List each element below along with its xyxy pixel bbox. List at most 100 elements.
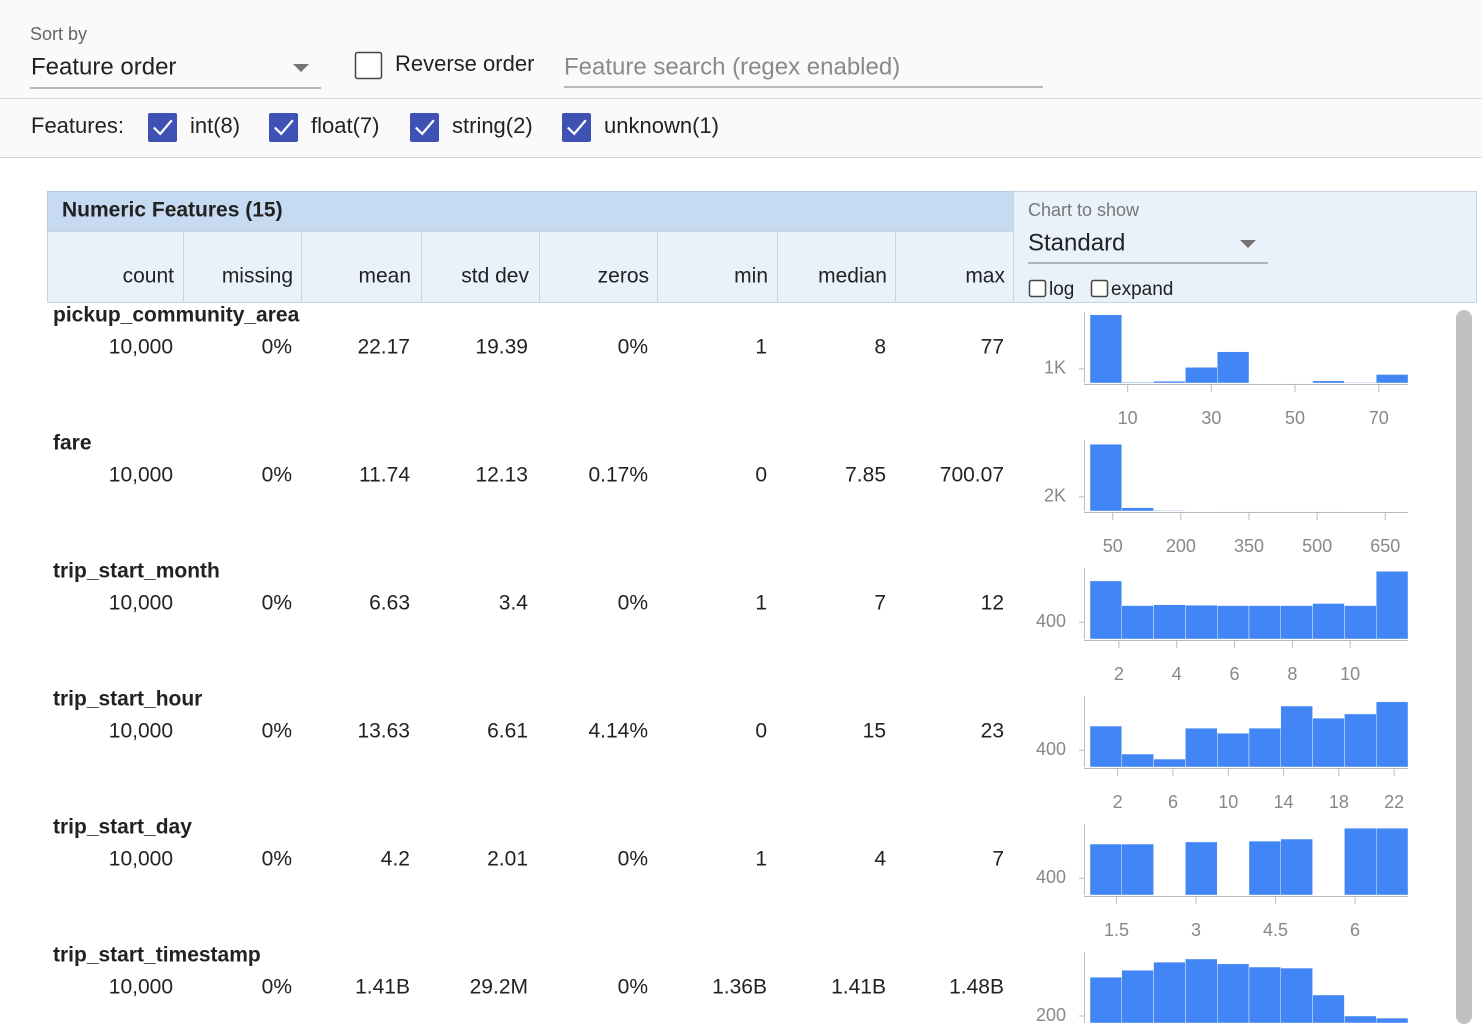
column-header[interactable]: mean bbox=[358, 265, 411, 288]
scrollbar[interactable] bbox=[1456, 310, 1472, 1024]
checkbox[interactable] bbox=[148, 113, 177, 142]
checkmark bbox=[567, 119, 587, 136]
stat-value: 6.63 bbox=[369, 592, 410, 615]
column-header[interactable]: min bbox=[734, 265, 768, 288]
sort-dropdown[interactable]: Feature order bbox=[30, 53, 321, 89]
x-tick-label: 10 bbox=[1218, 792, 1238, 812]
column-header[interactable]: std dev bbox=[461, 265, 529, 288]
x-tick-label: 8 bbox=[1287, 664, 1297, 684]
filter-label[interactable]: string(2) bbox=[452, 113, 533, 138]
histogram-bar bbox=[1375, 374, 1409, 384]
checkmark bbox=[415, 119, 435, 136]
sort-value[interactable]: Feature order bbox=[31, 53, 176, 80]
stat-value: 4.2 bbox=[381, 848, 410, 871]
y-tick-label: 400 bbox=[1036, 611, 1066, 631]
column-header[interactable]: missing bbox=[222, 265, 293, 288]
filter-label[interactable]: unknown(1) bbox=[604, 113, 719, 138]
stat-value: 0% bbox=[262, 848, 292, 871]
histogram-bar bbox=[1089, 444, 1122, 512]
stat-value: 19.39 bbox=[475, 336, 528, 359]
column-header[interactable]: zeros bbox=[598, 265, 649, 288]
histogram-bar bbox=[1312, 380, 1345, 384]
stat-value: 0% bbox=[262, 720, 292, 743]
y-tick-label: 400 bbox=[1036, 739, 1066, 759]
stat-value: 29.2M bbox=[470, 976, 528, 999]
checkbox[interactable] bbox=[1090, 279, 1109, 298]
x-tick-label: 10 bbox=[1118, 408, 1138, 428]
dropdown-arrow bbox=[1240, 240, 1256, 248]
x-tick-label: 22 bbox=[1384, 792, 1404, 812]
checkbox[interactable] bbox=[410, 113, 439, 142]
histogram-bar bbox=[1312, 717, 1345, 768]
x-tick-label: 4.5 bbox=[1263, 920, 1288, 940]
chart-dropdown[interactable]: Standard bbox=[1028, 229, 1268, 264]
checkbox[interactable] bbox=[1028, 279, 1047, 298]
histogram-bar bbox=[1089, 314, 1122, 384]
checkmark bbox=[153, 119, 173, 136]
y-tick-label: 200 bbox=[1036, 1005, 1066, 1024]
chart-option-label[interactable]: log bbox=[1049, 279, 1074, 300]
histogram-bar bbox=[1312, 994, 1345, 1024]
stat-value: 77 bbox=[981, 336, 1004, 359]
reverse-checkbox[interactable] bbox=[354, 51, 383, 80]
stat-value: 7 bbox=[874, 592, 886, 615]
toolbar-bg bbox=[0, 0, 1482, 157]
chart-option-label[interactable]: expand bbox=[1111, 279, 1173, 300]
column-headers: count missing mean std dev zeros min median max bbox=[123, 231, 1005, 302]
histogram-bar bbox=[1344, 605, 1377, 640]
x-tick-label: 500 bbox=[1302, 536, 1332, 556]
reverse-label[interactable]: Reverse order bbox=[395, 51, 534, 76]
x-tick-label: 50 bbox=[1285, 408, 1305, 428]
x-tick-label: 6 bbox=[1230, 664, 1240, 684]
chart-value[interactable]: Standard bbox=[1028, 229, 1125, 256]
feature-name: trip_start_hour bbox=[53, 688, 202, 711]
stat-value: 1.41B bbox=[355, 976, 410, 999]
dropdown-arrow bbox=[293, 64, 309, 72]
histogram-bar bbox=[1216, 732, 1250, 768]
x-tick-label: 200 bbox=[1166, 536, 1196, 556]
feature-name: pickup_community_area bbox=[53, 304, 300, 327]
x-tick-label: 350 bbox=[1234, 536, 1264, 556]
histogram-bar bbox=[1248, 966, 1281, 1024]
histogram-bar bbox=[1248, 605, 1281, 640]
stat-value: 6.61 bbox=[487, 720, 528, 743]
histogram-bar bbox=[1153, 961, 1186, 1024]
stat-value: 0% bbox=[618, 592, 648, 615]
checkbox[interactable] bbox=[562, 113, 591, 142]
search-input[interactable]: Feature search (regex enabled) bbox=[564, 53, 900, 80]
column-header[interactable]: max bbox=[965, 265, 1005, 288]
histogram-bar bbox=[1344, 713, 1377, 768]
filter-label[interactable]: int(8) bbox=[190, 113, 240, 138]
column-header[interactable]: count bbox=[123, 265, 175, 288]
histogram-bar bbox=[1153, 381, 1186, 384]
x-tick-label: 3 bbox=[1191, 920, 1201, 940]
histogram-bar bbox=[1089, 976, 1122, 1024]
x-tick-label: 6 bbox=[1168, 792, 1178, 812]
histogram-bar bbox=[1153, 604, 1186, 640]
stat-value: 8 bbox=[874, 336, 886, 359]
stat-value: 4 bbox=[874, 848, 886, 871]
stat-value: 1.36B bbox=[712, 976, 767, 999]
checkbox[interactable] bbox=[269, 113, 298, 142]
stat-value: 4.14% bbox=[588, 720, 648, 743]
histogram-bar bbox=[1121, 843, 1154, 896]
histogram-bar bbox=[1153, 758, 1186, 768]
stat-value: 1 bbox=[755, 592, 767, 615]
stat-value: 2.01 bbox=[487, 848, 528, 871]
stat-value: 10,000 bbox=[109, 592, 173, 615]
stat-value: 0.17% bbox=[588, 464, 648, 487]
histogram-bar bbox=[1280, 838, 1313, 896]
stat-value: 10,000 bbox=[109, 976, 173, 999]
histogram-bar bbox=[1185, 604, 1218, 640]
histogram-bar bbox=[1280, 705, 1313, 768]
column-header[interactable]: median bbox=[818, 265, 887, 288]
stat-value: 10,000 bbox=[109, 848, 173, 871]
stat-value: 0% bbox=[262, 976, 292, 999]
y-tick-label: 1K bbox=[1044, 358, 1066, 378]
histogram-bar bbox=[1121, 969, 1154, 1024]
filter-label[interactable]: float(7) bbox=[311, 113, 379, 138]
x-tick-label: 10 bbox=[1340, 664, 1360, 684]
x-tick-label: 1.5 bbox=[1104, 920, 1129, 940]
histogram-bar bbox=[1121, 381, 1154, 384]
